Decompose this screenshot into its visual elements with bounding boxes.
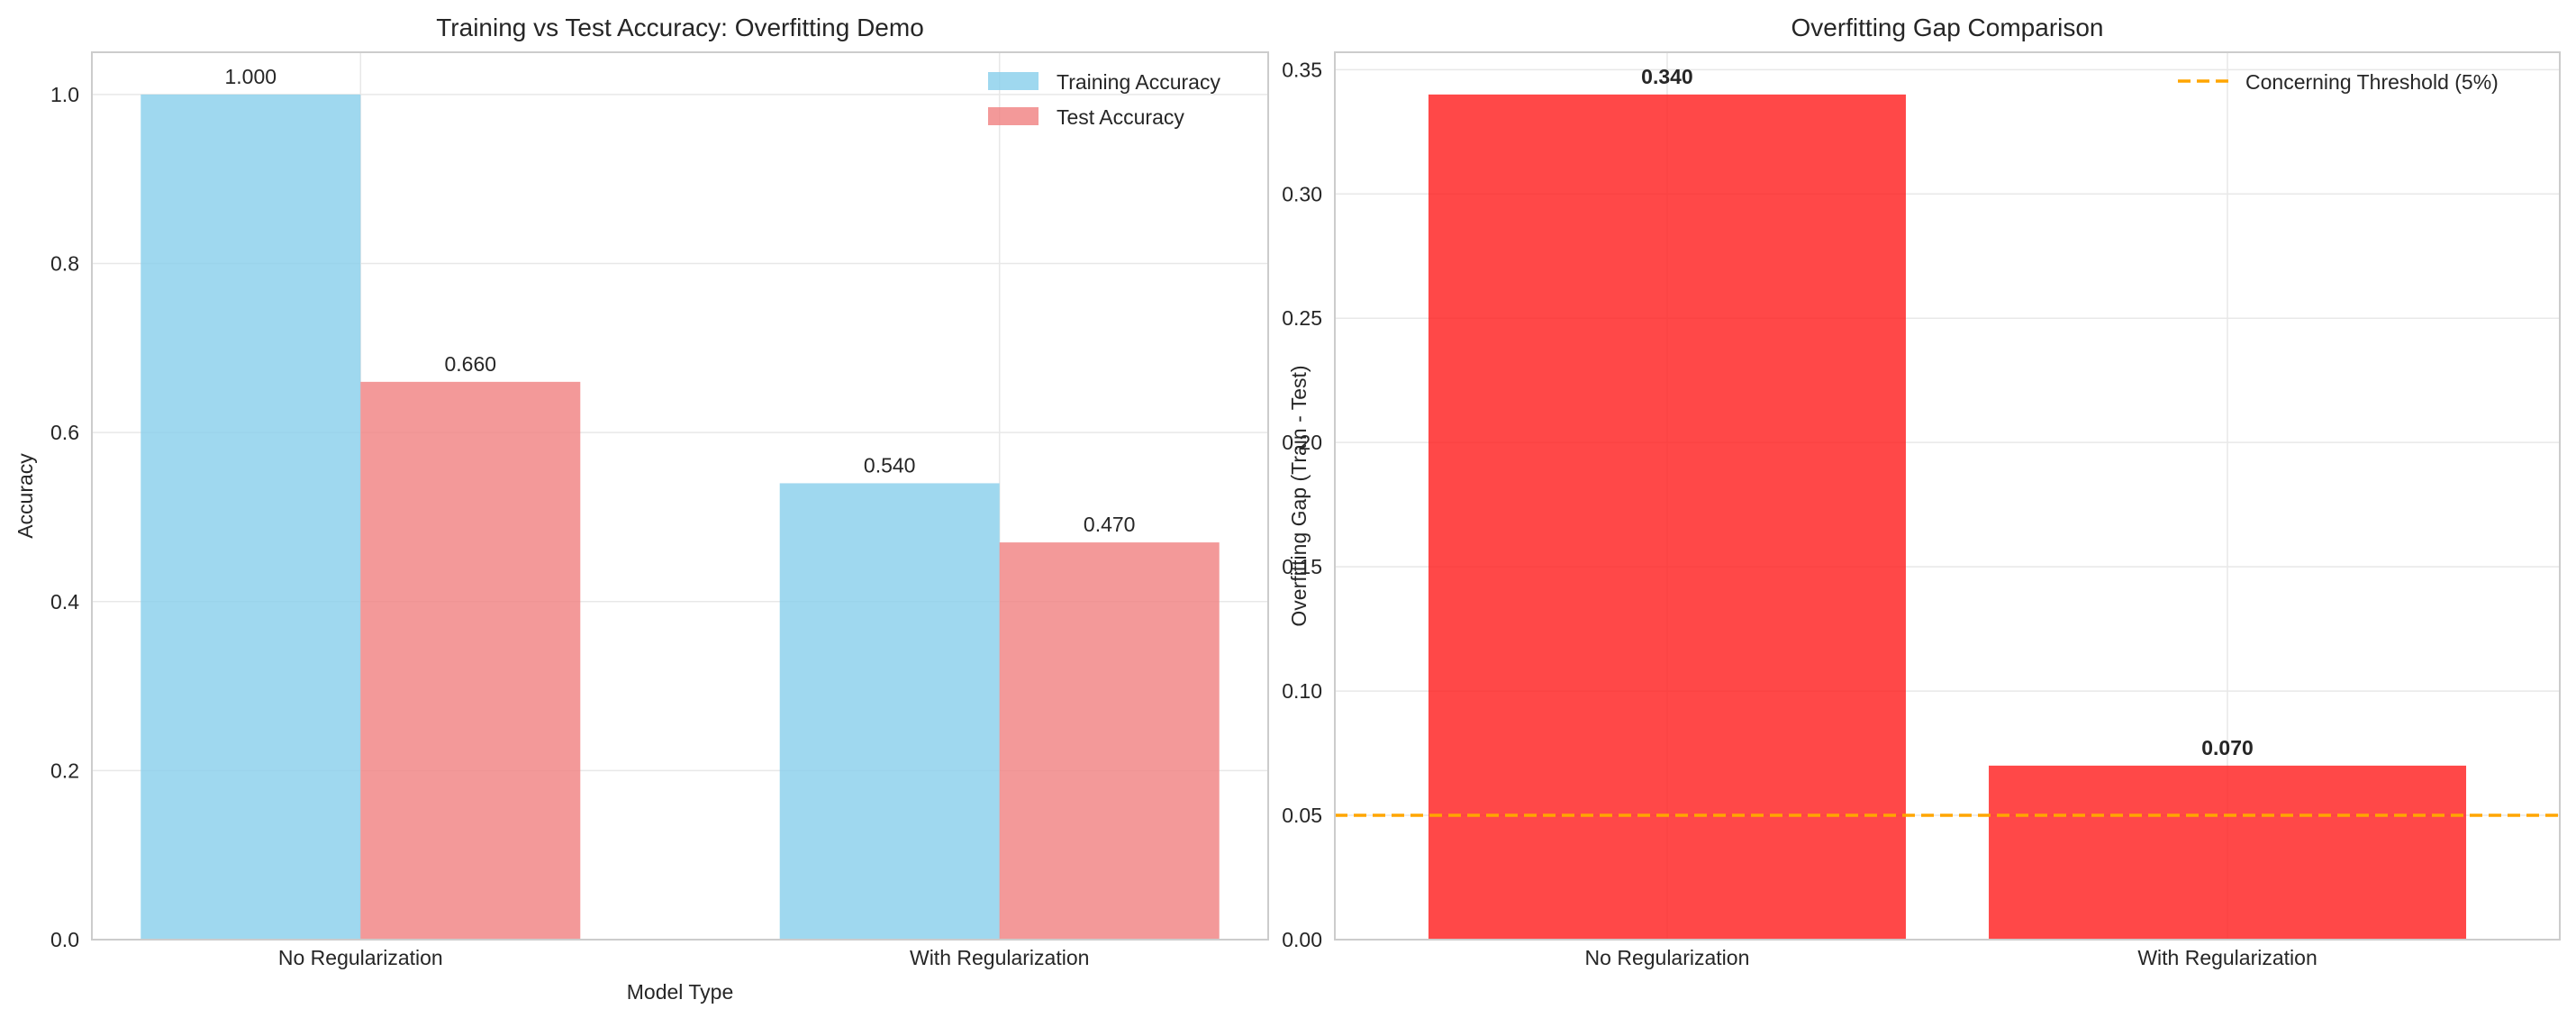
accuracy-y-tick-label: 1.0 [50,83,79,106]
accuracy-axes-frame [91,51,1269,941]
accuracy-y-tick-label: 0.8 [50,252,79,276]
bar-test-accuracy [360,381,581,940]
bar-value-label: 0.340 [1641,65,1693,88]
gap-y-tick-label: 0.20 [1282,431,1322,454]
accuracy-y-tick-label: 0.6 [50,421,79,444]
legend-label-test: Test Accuracy [1057,105,1184,129]
accuracy-y-axis-label: Accuracy [14,453,37,539]
bar-value-label: 0.660 [445,352,497,376]
accuracy-y-tick-label: 0.4 [50,590,79,614]
accuracy-legend: Training Accuracy Test Accuracy [988,70,1220,129]
accuracy-y-tick-label: 0.2 [50,759,79,782]
accuracy-tick-labels: 0.0 0.2 0.4 0.6 0.8 1.0 No Regularization With … [50,83,1089,969]
bar-training-accuracy [141,94,361,940]
bar-training-accuracy [779,483,1000,940]
gap-bars [1428,94,2467,940]
gap-legend: Concerning Threshold (5%) [2178,70,2499,94]
gap-y-tick-label: 0.15 [1282,555,1322,578]
bar-value-label: 0.540 [864,453,916,477]
gap-tick-labels: 0.00 0.05 0.10 0.15 0.20 0.25 0.30 0.35 No Regul… [1282,58,2317,969]
accuracy-chart-title: Training vs Test Accuracy: Overfitting D… [436,14,924,41]
bar-value-label: 0.070 [2201,736,2254,759]
gap-y-axis-label: Overfitting Gap (Train - Test) [1287,365,1311,626]
bar-value-label: 1.000 [225,65,277,88]
accuracy-x-tick-label: With Regularization [910,946,1089,969]
accuracy-y-tick-label: 0.0 [50,928,79,951]
gap-y-tick-label: 0.05 [1282,804,1322,827]
gap-y-tick-label: 0.30 [1282,182,1322,205]
accuracy-bar-labels: 1.000 0.540 0.660 0.470 [225,65,1136,536]
gap-chart-panel: 0.00 0.05 0.10 0.15 0.20 0.25 0.30 0.35 No Regul… [1282,14,2561,969]
gap-y-tick-label: 0.25 [1282,306,1322,330]
legend-swatch-training [988,72,1039,90]
accuracy-x-tick-label: No Regularization [278,946,443,969]
accuracy-x-axis-label: Model Type [627,980,733,1004]
gap-chart-title: Overfitting Gap Comparison [1791,14,2103,41]
legend-label-training: Training Accuracy [1057,70,1220,94]
gap-x-tick-label: With Regularization [2137,946,2317,969]
bar-test-accuracy [999,542,1220,940]
legend-label-threshold: Concerning Threshold (5%) [2245,70,2499,94]
accuracy-bars [141,94,1220,940]
gap-y-tick-label: 0.35 [1282,58,1322,81]
gap-axes-frame [1334,51,2561,941]
accuracy-chart-panel: 0.0 0.2 0.4 0.6 0.8 1.0 No Regularization With … [14,14,1269,1004]
bar-overfitting-gap [1428,94,1906,940]
bar-value-label: 0.470 [1084,513,1136,536]
legend-swatch-test [988,107,1039,125]
gap-bar-labels: 0.340 0.070 [1641,65,2254,759]
gap-y-tick-label: 0.00 [1282,928,1322,951]
bar-overfitting-gap [1989,765,2467,940]
gap-x-tick-label: No Regularization [1585,946,1750,969]
gap-y-tick-label: 0.10 [1282,679,1322,703]
